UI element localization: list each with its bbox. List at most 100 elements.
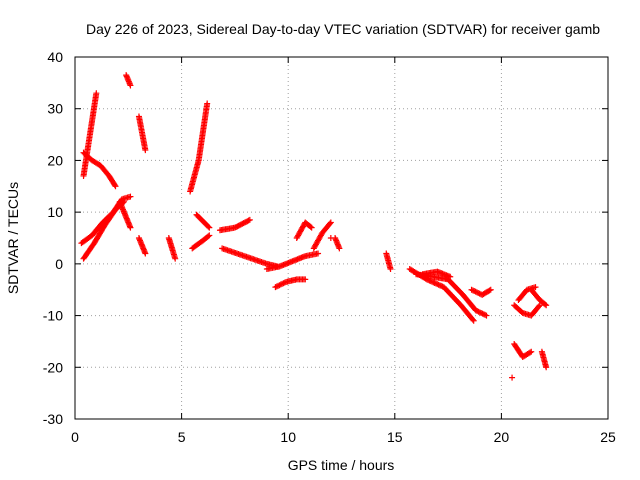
data-point: [307, 223, 314, 230]
data-point: [483, 312, 490, 319]
data-point: [475, 289, 482, 296]
data-point: [486, 287, 493, 294]
data-point: [528, 348, 535, 355]
data-point: [206, 232, 213, 239]
data-point: [447, 273, 454, 280]
data-point: [315, 250, 322, 257]
data-point: [127, 224, 134, 231]
data-point: [205, 233, 212, 240]
data-point: [543, 302, 550, 309]
data-point: [543, 364, 550, 371]
data-point: [327, 235, 334, 241]
data-point: [308, 224, 315, 231]
data-point: [336, 245, 343, 252]
data-point: [280, 280, 287, 287]
data-point: [111, 182, 118, 189]
data-point: [277, 281, 284, 288]
series-arc-24: [468, 286, 494, 298]
series-arc-21: [406, 266, 477, 324]
data-point: [204, 100, 211, 107]
data-point: [478, 309, 485, 316]
y-tick-label: 30: [47, 101, 63, 117]
series-arc-25: [511, 302, 543, 319]
series-arc-16: [272, 276, 309, 291]
series-arc-31: [327, 235, 334, 241]
data-point: [471, 288, 478, 295]
x-tick-label: 20: [494, 429, 510, 445]
series-arc-10: [187, 100, 211, 195]
series-arc-01: [80, 90, 100, 179]
y-axis-label: SDTVAR / TECUs: [5, 182, 21, 294]
series-arc-18: [310, 219, 334, 252]
series-arc-17: [293, 219, 315, 241]
data-point: [127, 193, 134, 200]
data-point: [469, 316, 476, 323]
x-tick-label: 15: [387, 429, 403, 445]
series-arc-19: [332, 235, 343, 252]
y-tick-label: -20: [43, 359, 63, 375]
data-point: [475, 308, 482, 315]
data-point: [509, 374, 516, 381]
data-point: [482, 311, 489, 318]
data-point: [245, 217, 252, 224]
y-tick-label: -10: [43, 308, 63, 324]
series-arc-05: [116, 198, 134, 231]
series-arc-13: [216, 216, 253, 234]
grid-lines: [75, 57, 608, 419]
data-point: [276, 282, 283, 289]
x-tick-labels: 0 5 10 15 20 25: [71, 429, 616, 445]
data-point: [142, 147, 149, 154]
data-point: [326, 220, 333, 227]
series-arc-28: [511, 341, 535, 360]
y-tick-label: 10: [47, 204, 63, 220]
series-arc-02: [80, 149, 119, 190]
axis-ticks: [74, 56, 609, 420]
x-tick-label: 0: [71, 429, 79, 445]
y-tick-label: -30: [43, 411, 63, 427]
series-arc-20: [383, 250, 394, 273]
data-point: [536, 302, 543, 309]
x-tick-label: 5: [178, 429, 186, 445]
data-point: [127, 82, 134, 89]
data-point: [542, 301, 549, 308]
data-point: [246, 216, 253, 223]
data-point: [532, 284, 539, 291]
series-arc-07: [135, 113, 149, 154]
y-tick-label: 0: [55, 256, 63, 272]
data-point: [469, 287, 476, 294]
data-point: [535, 303, 542, 310]
y-tick-labels: -30 -20 -10 0 10 20 30 40: [43, 49, 63, 427]
data-point: [279, 280, 286, 287]
data-point: [474, 308, 481, 315]
data-point: [172, 255, 179, 262]
data-point: [476, 309, 483, 316]
data-point: [527, 349, 534, 356]
data-points: [78, 72, 550, 381]
data-point: [302, 276, 309, 283]
data-point: [93, 90, 100, 97]
data-point: [327, 219, 334, 226]
data-point: [205, 223, 212, 230]
series-arc-30: [509, 374, 516, 381]
data-point: [470, 317, 477, 324]
data-point: [142, 250, 149, 257]
data-point: [468, 286, 475, 293]
series-arc-23: [419, 268, 454, 280]
series-arc-06: [123, 72, 134, 89]
series-arc-08: [135, 235, 149, 257]
data-point: [480, 311, 487, 318]
data-point: [479, 310, 486, 317]
data-point: [281, 279, 288, 286]
data-point: [206, 224, 213, 231]
series-arc-09: [165, 235, 179, 262]
data-point: [472, 307, 479, 314]
series-arc-11: [189, 232, 213, 252]
data-point: [387, 266, 394, 273]
x-axis-label: GPS time / hours: [288, 457, 395, 473]
series-arc-12: [193, 211, 213, 231]
y-tick-label: 20: [47, 152, 63, 168]
data-point: [472, 288, 479, 295]
plot-frame: [74, 56, 609, 420]
series-arc-15: [263, 250, 322, 273]
